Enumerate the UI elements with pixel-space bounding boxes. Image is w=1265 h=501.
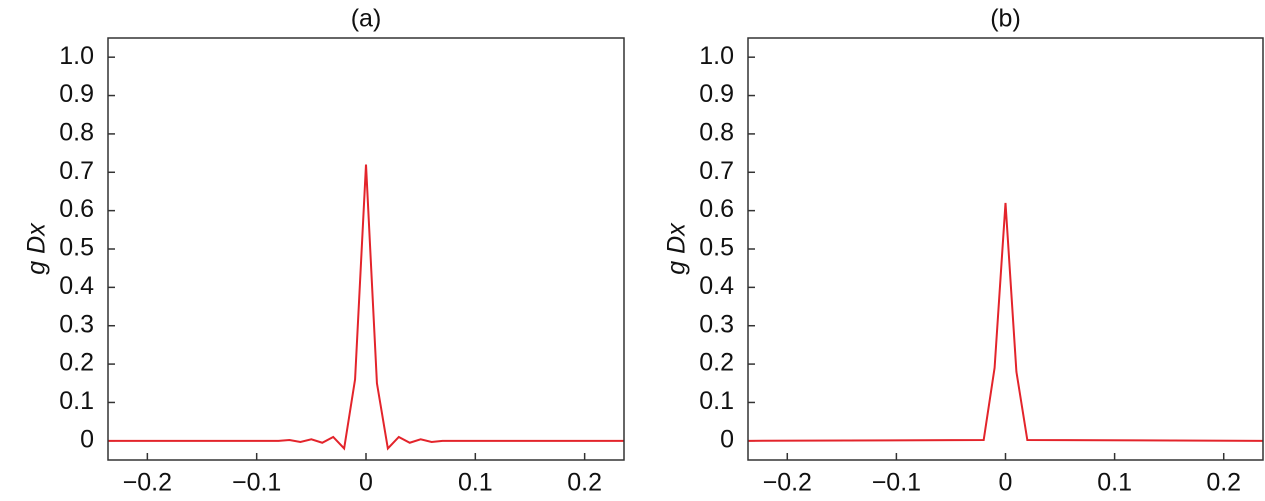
y-tick-label: 0.7 xyxy=(59,157,94,185)
y-tick-label: 0.6 xyxy=(59,195,94,223)
x-tick-label: 0.2 xyxy=(567,469,602,497)
y-axis-label: g Dx xyxy=(23,222,51,275)
x-tick-label: −0.2 xyxy=(763,469,812,497)
y-tick-label: 0.2 xyxy=(59,349,94,377)
y-tick-label: 0.1 xyxy=(699,387,734,415)
y-tick-label: 0.4 xyxy=(699,272,734,300)
plot-frame xyxy=(107,37,625,461)
x-tick-label: 0 xyxy=(999,469,1013,497)
x-tick-label: 0.1 xyxy=(458,469,493,497)
y-axis-label: g Dx xyxy=(663,222,691,275)
y-tick-label: 0.9 xyxy=(699,80,734,108)
plot-frame xyxy=(747,37,1264,461)
y-tick-label: 0.5 xyxy=(699,234,734,262)
y-tick-label: 1.0 xyxy=(699,42,734,70)
y-tick-label: 0.5 xyxy=(59,234,94,262)
data-line xyxy=(108,164,624,451)
y-tick-label: 0.4 xyxy=(59,272,94,300)
chart-title: (a) xyxy=(351,5,382,33)
y-tick-label: 0.8 xyxy=(59,119,94,147)
x-tick-label: −0.2 xyxy=(123,469,172,497)
y-tick-label: 0.3 xyxy=(699,310,734,338)
x-tick-label: 0.1 xyxy=(1097,469,1132,497)
x-tick-label: −0.1 xyxy=(872,469,921,497)
x-tick-label: 0 xyxy=(359,469,373,497)
x-tick-label: −0.1 xyxy=(232,469,281,497)
y-tick-label: 0.9 xyxy=(59,80,94,108)
y-tick-label: 0.2 xyxy=(699,349,734,377)
y-tick-label: 0.7 xyxy=(699,157,734,185)
y-tick-label: 1.0 xyxy=(59,42,94,70)
chart-title: (b) xyxy=(990,5,1021,33)
y-tick-label: 0.6 xyxy=(699,195,734,223)
x-tick-label: 0.2 xyxy=(1206,469,1241,497)
y-tick-label: 0 xyxy=(80,425,94,453)
y-tick-label: 0.1 xyxy=(59,387,94,415)
y-tick-label: 0 xyxy=(720,425,734,453)
y-tick-label: 0.8 xyxy=(699,119,734,147)
data-line xyxy=(747,202,1264,442)
y-tick-label: 0.3 xyxy=(59,310,94,338)
